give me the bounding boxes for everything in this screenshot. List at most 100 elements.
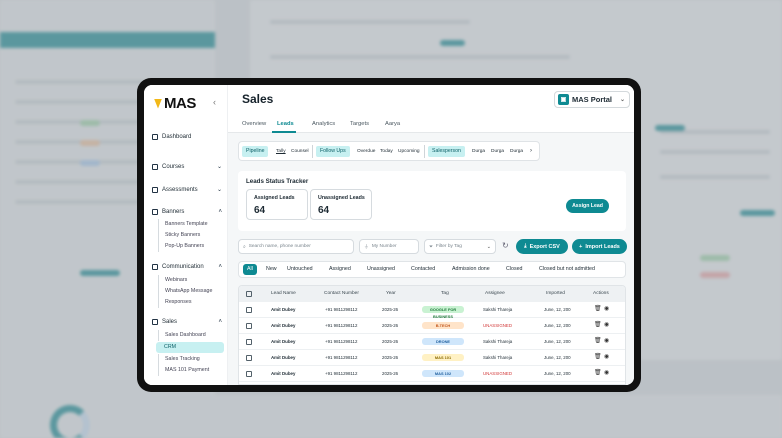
pipeline-option-counsel[interactable]: Counsel: [291, 149, 309, 154]
sidebar-item-label: Sales: [162, 319, 178, 325]
status-tab-admission-done[interactable]: Admission done: [452, 266, 490, 272]
pipeline-option-tally[interactable]: Tally: [276, 149, 286, 154]
status-tab-closed[interactable]: Closed: [506, 266, 523, 272]
table-row[interactable]: Amit Dubey +91 9811298112 2025-26 GOOGLE FO…: [239, 302, 625, 319]
sidebar-item-communication[interactable]: Communication ˄: [152, 264, 222, 270]
eye-icon[interactable]: ◉: [604, 306, 610, 312]
unassigned-leads-card: Unassigned Leads 64: [310, 189, 372, 220]
status-tab-closed-not-admitted[interactable]: Closed but not admitted: [539, 266, 595, 272]
sidebar-subitem-sales-dashboard[interactable]: Sales Dashboard: [158, 330, 222, 341]
trash-icon[interactable]: 🗑: [594, 354, 602, 360]
contact-number: +91 9811298112: [325, 371, 358, 376]
refresh-icon[interactable]: ↻: [502, 241, 509, 250]
table-row[interactable]: Amit Dubey +91 9811298112 2025-26 MAS 102 UN…: [239, 366, 625, 382]
trash-icon[interactable]: 🗑: [594, 322, 602, 328]
my-number-filter[interactable]: ⏚ My Number: [359, 239, 419, 254]
chevron-right-icon[interactable]: ›: [530, 148, 532, 154]
lead-name: Amit Dubey: [271, 323, 296, 328]
communication-icon: [152, 264, 158, 270]
eye-icon[interactable]: ◉: [604, 322, 610, 328]
row-checkbox[interactable]: [246, 355, 252, 361]
tab-bar: Overview Leads Analytics Targets Aarya: [228, 115, 634, 133]
salesperson-option[interactable]: Durga: [491, 149, 505, 154]
sidebar-item-dashboard[interactable]: Dashboard: [152, 134, 222, 140]
tag-badge: B.TECH: [422, 322, 464, 329]
import-leads-label: Import Leads: [585, 243, 620, 250]
tab-targets[interactable]: Targets: [350, 121, 370, 127]
sidebar-item-banners[interactable]: Banners ˄: [152, 209, 222, 215]
eye-icon[interactable]: ◉: [604, 370, 610, 376]
tab-overview[interactable]: Overview: [242, 121, 267, 127]
col-tag[interactable]: Tag: [441, 291, 449, 296]
table-row[interactable]: Amit Dubey +91 9811298112 2025-26 MAS 101 Sa…: [239, 350, 625, 366]
salesperson-option[interactable]: Durga: [510, 149, 524, 154]
sidebar-item-sales[interactable]: Sales ˄: [152, 319, 222, 325]
status-tab-assigned[interactable]: Assigned: [329, 266, 351, 272]
col-year[interactable]: Year: [386, 291, 396, 296]
import-leads-button[interactable]: + Import Leads: [572, 239, 627, 254]
sidebar-subitem-popup-banners[interactable]: Pop-Up Banners: [158, 241, 222, 252]
col-imported[interactable]: Imported: [546, 291, 565, 296]
tab-analytics[interactable]: Analytics: [312, 121, 336, 127]
contact-number: +91 9811298112: [325, 339, 358, 344]
filter-strip: Pipeline Tally Counsel Follow Ups Overdu…: [238, 141, 540, 161]
trash-icon[interactable]: 🗑: [594, 338, 602, 344]
sidebar-subitem-mas101-payment[interactable]: MAS 101 Payment: [158, 365, 222, 376]
contact-number: +91 9811298112: [325, 307, 358, 312]
portal-selector[interactable]: ▣ MAS Portal ⌄: [554, 91, 630, 108]
table-row[interactable]: Amit Dubey +91 9811298112 2025-26 DRONE Saks…: [239, 334, 625, 350]
sidebar-subitem-webinars[interactable]: Webinars: [158, 275, 222, 286]
status-tab-contacted[interactable]: Contacted: [411, 266, 436, 272]
select-all-checkbox[interactable]: [246, 291, 252, 297]
assignee: Sakshi Thareja: [483, 339, 513, 344]
followups-chip[interactable]: Follow Ups: [316, 146, 350, 157]
sidebar-subitem-whatsapp[interactable]: WhatsApp Message: [158, 286, 222, 297]
search-input[interactable]: ⌕ Search name, phone number: [238, 239, 354, 254]
status-tab-all[interactable]: All: [243, 264, 257, 275]
eye-icon[interactable]: ◉: [604, 354, 610, 360]
sidebar-subitem-sticky-banners[interactable]: Sticky Banners: [158, 230, 222, 241]
sidebar-subitem-responses[interactable]: Responses: [158, 297, 222, 308]
tab-leads[interactable]: Leads: [277, 121, 294, 127]
salesperson-option[interactable]: Durga: [472, 149, 486, 154]
status-tab-unassigned[interactable]: Unassigned: [367, 266, 395, 272]
export-csv-button[interactable]: ⤓ Export CSV: [516, 239, 568, 254]
status-tab-untouched[interactable]: Untouched: [287, 266, 313, 272]
filter-icon: ⏚: [364, 245, 369, 250]
row-checkbox[interactable]: [246, 339, 252, 345]
row-checkbox[interactable]: [246, 371, 252, 377]
sidebar-item-courses[interactable]: Courses ⌄: [152, 163, 222, 170]
portal-label: MAS Portal: [572, 95, 613, 104]
followup-option-today[interactable]: Today: [380, 149, 393, 154]
row-checkbox[interactable]: [246, 307, 252, 313]
assign-lead-button[interactable]: Assign Lead: [566, 199, 609, 213]
trash-icon[interactable]: 🗑: [594, 306, 602, 312]
pipeline-chip[interactable]: Pipeline: [242, 146, 269, 157]
salesperson-chip[interactable]: Salesperson: [428, 146, 465, 157]
followup-option-overdue[interactable]: Overdue: [357, 149, 376, 154]
followup-option-upcoming[interactable]: Upcoming: [398, 149, 420, 154]
sidebar-subitem-sales-tracking[interactable]: Sales Tracking: [158, 354, 222, 365]
tag-filter-label: Filter by Tag: [435, 244, 462, 249]
main-content: Sales ▣ MAS Portal ⌄ Overview Leads Anal…: [228, 85, 634, 385]
tag-filter-select[interactable]: ⏷ Filter by Tag ⌄: [424, 239, 496, 254]
col-lead-name[interactable]: Lead Name: [271, 291, 296, 296]
table-row[interactable]: Amit Dubey +91 9811298112 2025-26 B.TECH UNA…: [239, 318, 625, 334]
trash-icon[interactable]: 🗑: [594, 370, 602, 376]
col-contact-number[interactable]: Contact Number: [324, 291, 359, 296]
status-tab-new[interactable]: New: [266, 266, 277, 272]
sidebar-subitem-banners-template[interactable]: Banners Template: [158, 219, 222, 230]
portal-icon: ▣: [558, 94, 569, 105]
sidebar-subitem-crm[interactable]: CRM: [156, 342, 224, 353]
eye-icon[interactable]: ◉: [604, 338, 610, 344]
chevron-down-icon: ⌄: [619, 97, 625, 103]
tab-aarya[interactable]: Aarya: [385, 121, 401, 127]
download-icon: ⤓: [524, 243, 527, 249]
row-checkbox[interactable]: [246, 323, 252, 329]
active-tab-indicator: [272, 131, 296, 133]
contact-number: +91 9811298112: [325, 323, 358, 328]
chevron-left-icon[interactable]: ‹: [213, 97, 216, 107]
sidebar-item-assessments[interactable]: Assessments ⌄: [152, 186, 222, 193]
chevron-up-icon: ˄: [218, 209, 222, 215]
col-assignee[interactable]: Assignee: [485, 291, 505, 296]
